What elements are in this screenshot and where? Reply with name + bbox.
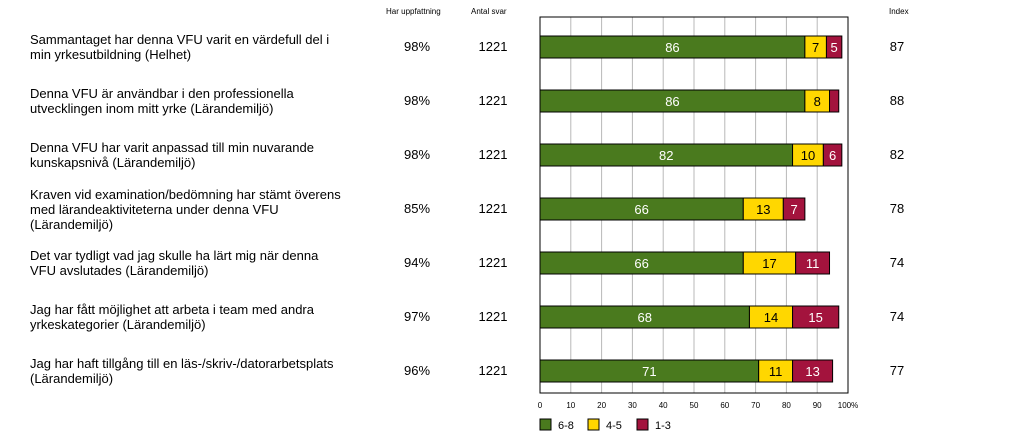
bar-value-label: 17 — [762, 256, 776, 271]
har-uppfattning-value: 98% — [403, 93, 431, 108]
question-label: Sammantaget har denna VFU varit en värde… — [30, 32, 380, 62]
bar-value-label: 14 — [764, 310, 778, 325]
bar-segment-1-3 — [822, 143, 843, 167]
bar-value-label: 86 — [665, 40, 679, 55]
question-label-line: yrkeskategorier (Lärandemiljö) — [30, 317, 206, 332]
bar-segment-1-3 — [792, 359, 834, 383]
antal-svar-value: 1221 — [478, 201, 508, 216]
antal-svar-value: 1221 — [478, 309, 508, 324]
bar-segment-1-3 — [782, 197, 806, 221]
question-label: Det var tydligt vad jag skulle ha lärt m… — [30, 248, 380, 278]
question-label-line: Jag har haft tillgång till en läs-/skriv… — [30, 356, 334, 371]
bar-value-label: 7 — [812, 40, 819, 55]
bar-segment-1-3 — [829, 89, 840, 113]
antal-svar-value: 1221 — [478, 93, 508, 108]
bar-value-label: 15 — [808, 310, 822, 325]
question-label-line: Denna VFU är användbar i den professione… — [30, 86, 294, 101]
x-tick-label: 40 — [659, 401, 668, 410]
question-label-line: Sammantaget har denna VFU varit en värde… — [30, 32, 330, 47]
x-tick-label: 50 — [690, 401, 699, 410]
har-uppfattning-value: 98% — [403, 147, 431, 162]
legend-swatch — [539, 418, 552, 431]
x-tick-label: 90 — [813, 401, 822, 410]
question-label-line: (Lärandemiljö) — [30, 371, 114, 386]
question-label-line: Jag har fått möjlighet att arbeta i team… — [30, 302, 314, 317]
bar-value-label: 7 — [790, 202, 797, 217]
header-har-uppfattning: Har uppfattning — [386, 7, 441, 16]
question-label-line: utvecklingen inom mitt yrke (Lärandemilj… — [30, 101, 274, 116]
legend-label: 6-8 — [558, 420, 574, 432]
legend-swatch — [636, 418, 649, 431]
question-label-line: min yrkesutbildning (Helhet) — [30, 47, 192, 62]
bar-segment-1-3 — [792, 305, 840, 329]
question-label-line: Kraven vid examination/bedömning har stä… — [30, 186, 341, 202]
bar-value-label: 68 — [637, 310, 651, 325]
legend-label: 4-5 — [606, 420, 622, 432]
bar-value-label: 6 — [829, 148, 836, 163]
har-uppfattning-value: 85% — [403, 201, 431, 216]
bar-value-label: 66 — [634, 202, 648, 217]
antal-svar-value: 1221 — [478, 39, 508, 54]
bar-value-label: 5 — [831, 40, 838, 55]
header-antal-svar: Antal svar — [471, 7, 507, 16]
legend-label: 1-3 — [655, 420, 671, 432]
bar-segment-1-3 — [825, 35, 843, 59]
x-tick-label: 0 — [538, 401, 543, 410]
x-tick-label: 100% — [838, 401, 858, 410]
bar-value-label: 13 — [805, 364, 819, 379]
x-tick-label: 60 — [720, 401, 729, 410]
har-uppfattning-value: 96% — [403, 363, 431, 378]
question-label: Jag har haft tillgång till en läs-/skriv… — [30, 356, 380, 386]
x-tick-label: 20 — [597, 401, 606, 410]
question-label-line: med lärandeaktiviteterna under denna VFU — [30, 201, 279, 217]
antal-svar-value: 1221 — [478, 363, 508, 378]
question-label: Jag har fått möjlighet att arbeta i team… — [30, 302, 380, 332]
har-uppfattning-value: 94% — [403, 255, 431, 270]
question-label: Kraven vid examination/bedömning har stä… — [30, 187, 380, 232]
bar-value-label: 66 — [634, 256, 648, 271]
x-tick-label: 10 — [566, 401, 575, 410]
x-tick-label: 70 — [751, 401, 760, 410]
antal-svar-value: 1221 — [478, 255, 508, 270]
bar-value-label: 11 — [806, 256, 820, 271]
har-uppfattning-value: 98% — [403, 39, 431, 54]
index-value: 77 — [889, 363, 905, 378]
bar-value-label: 13 — [756, 202, 770, 217]
index-value: 87 — [889, 39, 905, 54]
question-label-line: (Lärandemiljö) — [30, 216, 114, 232]
bar-value-label: 8 — [814, 94, 821, 109]
antal-svar-value: 1221 — [478, 147, 508, 162]
x-tick-label: 80 — [782, 401, 791, 410]
har-uppfattning-value: 97% — [403, 309, 431, 324]
index-value: 88 — [889, 93, 905, 108]
x-tick-label: 30 — [628, 401, 637, 410]
question-label: Denna VFU är användbar i den professione… — [30, 86, 380, 116]
legend-swatch — [587, 418, 600, 431]
index-value: 74 — [889, 309, 905, 324]
bar-value-label: 11 — [769, 364, 783, 379]
header-index: Index — [889, 7, 909, 16]
bar-value-label: 82 — [659, 148, 673, 163]
bar-segment-1-3 — [795, 251, 831, 275]
question-label-line: kunskapsnivå (Lärandemiljö) — [30, 155, 196, 170]
question-label-line: VFU avslutades (Lärandemiljö) — [30, 263, 209, 278]
bar-value-label: 10 — [801, 148, 815, 163]
bar-value-label: 86 — [665, 94, 679, 109]
index-value: 78 — [889, 201, 905, 216]
index-value: 74 — [889, 255, 905, 270]
question-label: Denna VFU har varit anpassad till min nu… — [30, 140, 380, 170]
index-value: 82 — [889, 147, 905, 162]
question-label-line: Det var tydligt vad jag skulle ha lärt m… — [30, 248, 319, 263]
question-label-line: Denna VFU har varit anpassad till min nu… — [30, 140, 314, 155]
bar-value-label: 71 — [642, 364, 656, 379]
